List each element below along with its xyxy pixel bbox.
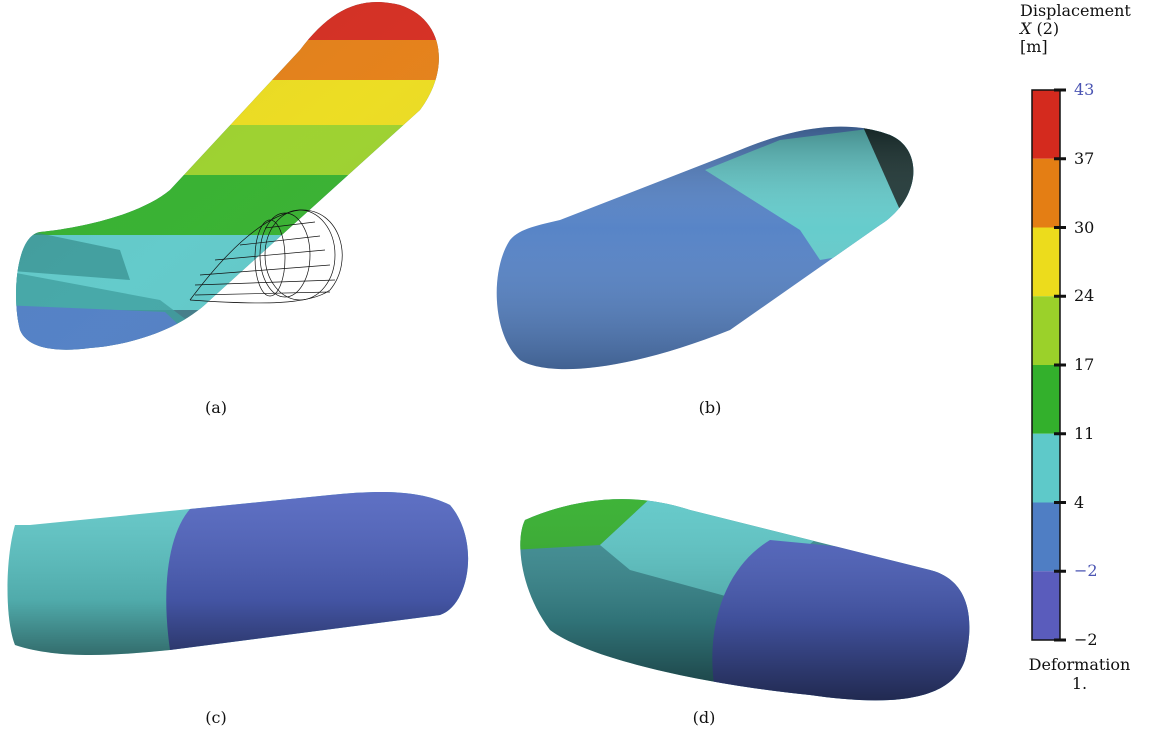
wireframe-mesh [189, 209, 343, 304]
legend-title: Displacement X (2) [m] [1020, 2, 1131, 56]
legend-title-variable: X (2) [1020, 20, 1131, 38]
colorbar-tick-label: 17 [1074, 355, 1095, 374]
legend-title-var: X [1020, 19, 1032, 38]
colorbar-band [1032, 502, 1060, 572]
colorbar-tick-label: 30 [1074, 217, 1095, 237]
colorbar-band [1032, 227, 1060, 297]
colorbar-band [1032, 571, 1060, 640]
caption-c: (c) [205, 708, 227, 727]
panel-d-render [520, 499, 970, 701]
legend-title-unit: [m] [1020, 37, 1048, 56]
colorbar-ticks [1054, 88, 1066, 642]
colorbar-bands [1031, 89, 1061, 641]
panel-d [510, 480, 980, 715]
colorbar-tick-label: 11 [1074, 423, 1095, 443]
colorbar-tick-label: −2 [1074, 561, 1098, 581]
panel-c-render [7, 492, 469, 656]
panel-b [480, 120, 940, 390]
colorbar-tick-label: −2 [1074, 630, 1098, 649]
colorbar-band [1032, 365, 1060, 434]
legend-footer-line1: Deformation [1028, 655, 1131, 674]
panel-c [0, 480, 480, 680]
colorbar-tick-label: 4 [1074, 492, 1085, 512]
colorbar-tick-label: 37 [1074, 148, 1095, 168]
caption-d: (d) [692, 708, 716, 727]
legend-title-line1: Displacement [1020, 1, 1131, 20]
caption-b: (b) [698, 398, 722, 417]
colorbar-legend: Displacement X (2) [m] 43 37 30 24 17 11 4 −2 −2… [1010, 0, 1161, 735]
colorbar-band [1032, 90, 1060, 159]
panel-b-render [496, 126, 914, 370]
colorbar-tick-label: 43 [1074, 80, 1095, 99]
colorbar-band [1032, 296, 1060, 365]
legend-footer: Deformation 1. [1004, 655, 1155, 693]
legend-title-var-suffix: (2) [1031, 19, 1060, 38]
panel-a-render [16, 2, 439, 350]
legend-footer-line2: 1. [1071, 674, 1088, 693]
colorbar [1031, 88, 1066, 642]
colorbar-band [1032, 158, 1060, 228]
colorbar-band [1032, 433, 1060, 503]
panel-a [0, 0, 480, 380]
caption-a: (a) [204, 398, 228, 417]
colorbar-tick-label: 24 [1074, 286, 1095, 306]
